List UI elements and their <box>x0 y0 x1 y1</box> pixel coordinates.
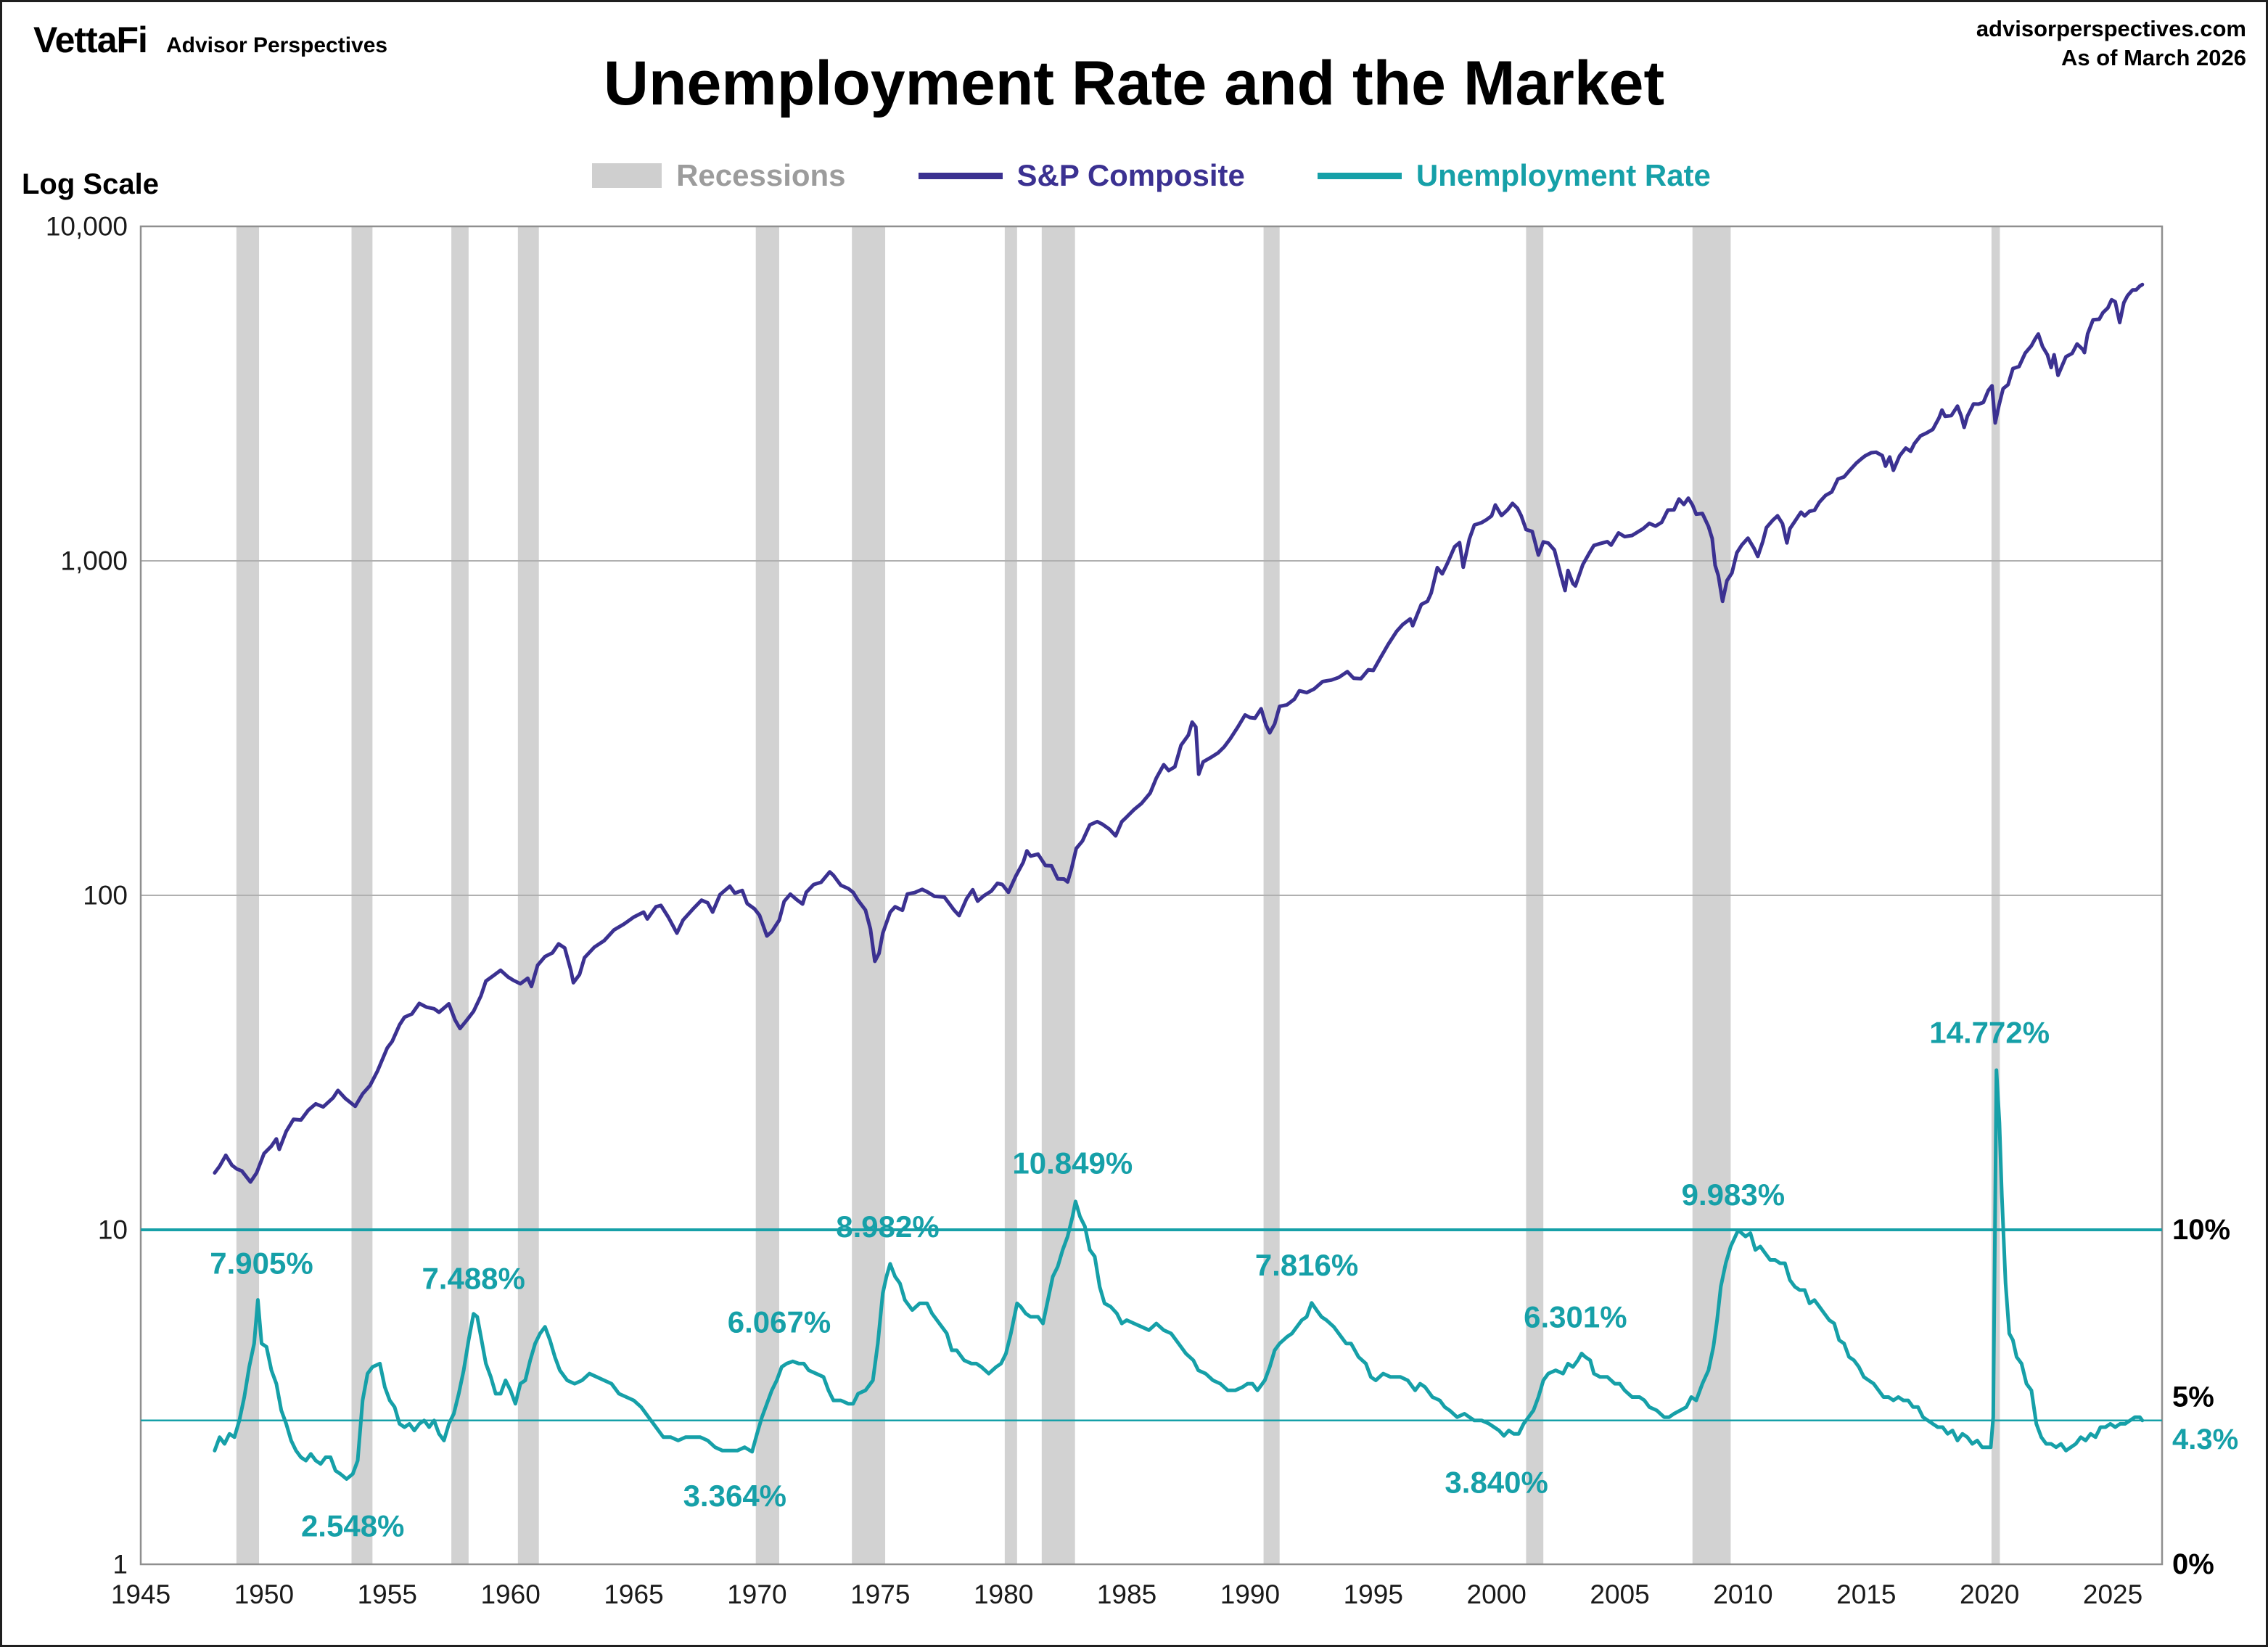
x-axis-label: 1975 <box>850 1580 910 1609</box>
legend-item-sp-composite: S&P Composite <box>918 158 1245 193</box>
unemployment-annotation: 2.548% <box>301 1508 404 1543</box>
unemployment-annotation: 10.849% <box>1012 1146 1133 1180</box>
unemployment-rate-line <box>213 1068 2145 1481</box>
x-axis-label: 2000 <box>1467 1580 1527 1609</box>
x-axis-label: 1965 <box>604 1580 663 1609</box>
logo-subtitle: Advisor Perspectives <box>165 33 388 57</box>
x-axis-label: 1960 <box>480 1580 540 1609</box>
chart-title: Unemployment Rate and the Market <box>603 49 1665 118</box>
y-axis-label: 100 <box>83 881 128 911</box>
as-of-date: As of March 2026 <box>2061 45 2246 71</box>
y-axis-label: 1 <box>112 1550 128 1580</box>
x-axis-label: 1955 <box>358 1580 417 1609</box>
x-axis-label: 2020 <box>1960 1580 2019 1609</box>
unemployment-annotation: 3.840% <box>1445 1466 1548 1500</box>
x-axis-label: 2025 <box>2083 1580 2142 1609</box>
right-axis-label: 5% <box>2172 1381 2214 1413</box>
log-scale-label: Log Scale <box>22 168 159 200</box>
unemployment-annotation: 3.364% <box>683 1479 786 1513</box>
recession-swatch-icon <box>592 163 662 188</box>
x-axis-label: 1990 <box>1220 1580 1280 1609</box>
current-rate-label: 4.3% <box>2172 1424 2238 1455</box>
unemployment-annotation: 7.488% <box>422 1261 525 1295</box>
x-axis-label: 2010 <box>1713 1580 1772 1609</box>
x-axis-label: 2005 <box>1590 1580 1649 1609</box>
unemployment-annotation: 6.301% <box>1524 1299 1627 1334</box>
y-axis-label: 10,000 <box>46 212 128 242</box>
source-block: advisorperspectives.com As of March 2026 <box>1976 15 2246 73</box>
legend-label-sp-composite: S&P Composite <box>1016 158 1245 192</box>
x-axis-label: 1970 <box>727 1580 786 1609</box>
x-axis-label: 2015 <box>1836 1580 1896 1609</box>
chart-legend: Recessions S&P Composite Unemployment Ra… <box>141 158 2162 193</box>
logo-block: VettaFi Advisor Perspectives <box>33 19 387 61</box>
unemployment-line-swatch-icon <box>1317 172 1402 179</box>
unemployment-annotation: 7.905% <box>210 1246 313 1281</box>
source-url: advisorperspectives.com <box>1976 16 2246 41</box>
sp-line-swatch-icon <box>918 172 1003 179</box>
right-axis-label: 0% <box>2172 1548 2214 1580</box>
x-axis-label: 1945 <box>111 1580 170 1609</box>
y-axis-label: 1,000 <box>60 546 128 576</box>
unemployment-annotation: 7.816% <box>1255 1248 1358 1282</box>
y-axis-label: 10 <box>98 1215 128 1245</box>
unemployment-annotation: 14.772% <box>1929 1016 2050 1050</box>
unemployment-annotation: 9.983% <box>1682 1178 1785 1212</box>
legend-item-recessions: Recessions <box>592 158 846 193</box>
unemployment-annotation: 6.067% <box>728 1305 831 1339</box>
x-axis-label: 1995 <box>1344 1580 1403 1609</box>
x-axis-label: 1980 <box>974 1580 1033 1609</box>
legend-item-unemployment: Unemployment Rate <box>1317 158 1711 193</box>
x-axis-label: 1950 <box>234 1580 294 1609</box>
vettafi-logo: VettaFi <box>33 20 148 60</box>
right-axis-label: 10% <box>2172 1214 2230 1246</box>
sp-composite-line <box>213 282 2145 1184</box>
unemployment-annotation: 8.982% <box>836 1209 939 1244</box>
x-axis-label: 1985 <box>1097 1580 1156 1609</box>
plot-frame <box>139 225 2164 1566</box>
legend-label-recessions: Recessions <box>676 158 846 192</box>
legend-label-unemployment: Unemployment Rate <box>1416 158 1711 192</box>
